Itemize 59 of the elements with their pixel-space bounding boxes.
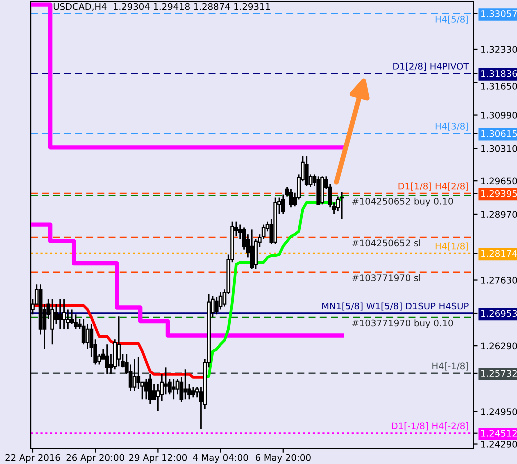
candlestick — [86, 324, 90, 350]
candlestick — [340, 192, 344, 220]
y-tick-label: 1.31836 — [482, 70, 517, 78]
y-tick-label: 1.29650 — [482, 178, 517, 185]
x-tick-label: 26 Apr 20:00 — [66, 454, 124, 463]
x-tick-label: 22 Apr 2016 — [6, 454, 60, 463]
ref-line-label: MN1[5/8] W1[5/8] D1SUP H4SUP — [322, 302, 469, 311]
candlestick — [184, 368, 188, 400]
ref-line-label: D1[-1/8] H4[-2/8] — [392, 422, 468, 431]
y-tick-label: 1.28174 — [482, 250, 517, 258]
ref-line-label: #103771970 sl — [352, 274, 420, 282]
y-tick-label: 1.24512 — [482, 430, 517, 437]
y-tick-label: 1.31650 — [482, 83, 517, 90]
candlestick — [105, 344, 110, 376]
y-tick-label: 1.25732 — [482, 370, 517, 378]
ref-line-label: #103771970 buy 0.10 — [352, 320, 454, 328]
y-tick-label: 1.30615 — [482, 130, 517, 138]
ref-line-label: H4[-1/8] — [432, 362, 468, 371]
candlestick — [172, 378, 176, 400]
candlestick — [117, 316, 121, 368]
y-tick-label: 1.32330 — [482, 46, 517, 54]
ref-line-label: H4[1/8] — [436, 242, 468, 251]
ref-line-label: H4[5/8] — [436, 16, 468, 24]
candlestick — [218, 292, 223, 310]
y-tick-label: 1.26953 — [482, 310, 517, 318]
candlestick — [289, 188, 294, 208]
candlestick — [58, 298, 62, 330]
y-tick-label: 1.28970 — [482, 211, 517, 218]
candlestick — [136, 356, 141, 390]
candlestick — [144, 378, 148, 400]
y-tick-label: 1.24290 — [482, 441, 517, 448]
candlestick — [62, 298, 66, 330]
candlestick — [191, 386, 196, 398]
candlestick — [50, 298, 54, 346]
y-tick-label: 1.26290 — [482, 342, 517, 350]
ref-line-label: #104250652 sl — [352, 240, 420, 247]
candlestick — [148, 374, 152, 406]
candlestick — [164, 366, 168, 396]
ref-line-label: H4[3/8] — [436, 122, 468, 131]
candlestick — [82, 318, 86, 346]
x-tick-label: 6 May 20:00 — [256, 454, 311, 463]
candlestick — [70, 309, 74, 326]
y-tick-label: 1.27630 — [482, 276, 517, 284]
ref-line-label: #104250652 buy 0.10 — [352, 198, 454, 207]
candlestick — [132, 358, 137, 392]
candlestick — [250, 228, 254, 270]
candlestick — [214, 296, 219, 316]
x-tick-label: 4 May 04:00 — [193, 454, 248, 463]
ref-line-label: D1[1/8] H4[2/8] — [398, 182, 468, 191]
y-tick-label: 1.33057 — [482, 10, 517, 18]
x-tick-label: 29 Apr 12:00 — [129, 454, 188, 463]
chart-title: USDCAD,H4 1.29304 1.29418 1.28874 1.29311 — [54, 3, 270, 12]
ref-line-label: D1[2/8] H4PIVOT — [394, 62, 470, 71]
y-tick-label: 1.29395 — [482, 190, 517, 198]
candlestick — [74, 314, 78, 330]
y-tick-label: 1.30990 — [482, 112, 517, 119]
y-tick-label: 1.30310 — [482, 145, 517, 152]
y-tick-label: 1.24950 — [482, 408, 517, 416]
candlestick — [304, 156, 309, 188]
